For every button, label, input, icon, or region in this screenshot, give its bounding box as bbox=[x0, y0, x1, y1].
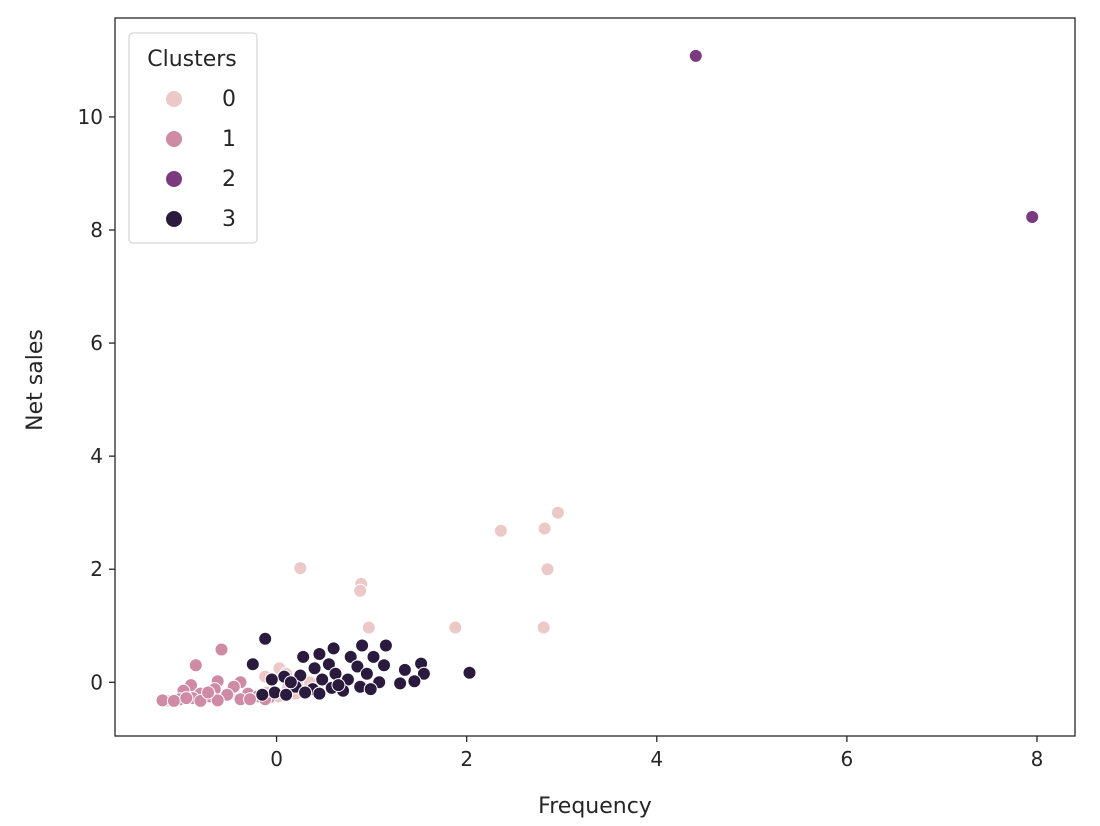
data-point-cluster-0 bbox=[353, 583, 368, 598]
data-point-cluster-0 bbox=[293, 561, 308, 576]
legend-label-2: 2 bbox=[222, 167, 236, 192]
legend-entries: 0 1 2 3 bbox=[166, 87, 236, 232]
data-point-cluster-3 bbox=[258, 631, 273, 646]
x-tick-label: 6 bbox=[841, 747, 854, 771]
data-point-cluster-3 bbox=[462, 665, 477, 680]
data-point-cluster-3 bbox=[312, 647, 327, 661]
legend-marker-2 bbox=[166, 171, 182, 187]
data-point-cluster-1 bbox=[188, 658, 203, 673]
data-point-cluster-3 bbox=[312, 686, 327, 701]
data-point-cluster-0 bbox=[493, 523, 508, 538]
data-point-cluster-3 bbox=[366, 649, 381, 664]
data-point-cluster-3 bbox=[377, 658, 391, 673]
data-points bbox=[155, 48, 1040, 708]
y-tick-label: 2 bbox=[90, 557, 103, 581]
data-point-cluster-3 bbox=[326, 641, 341, 656]
data-point-cluster-3 bbox=[307, 661, 322, 676]
legend-marker-3 bbox=[166, 211, 182, 227]
data-point-cluster-1 bbox=[201, 685, 216, 700]
data-point-cluster-0 bbox=[536, 620, 551, 635]
legend-marker-0 bbox=[166, 91, 182, 107]
legend-marker-1 bbox=[166, 131, 182, 147]
data-point-cluster-3 bbox=[267, 685, 282, 700]
data-point-cluster-3 bbox=[407, 674, 422, 689]
x-tick-label: 4 bbox=[650, 747, 663, 771]
data-point-cluster-1 bbox=[166, 693, 181, 708]
data-point-cluster-0 bbox=[361, 620, 376, 635]
x-axis-label: Frequency bbox=[538, 794, 652, 819]
axes-frame bbox=[114, 17, 1076, 737]
data-point-cluster-3 bbox=[298, 685, 313, 700]
data-point-cluster-1 bbox=[210, 693, 225, 708]
legend-label-1: 1 bbox=[222, 127, 236, 152]
data-point-cluster-1 bbox=[243, 692, 257, 707]
data-point-cluster-3 bbox=[359, 666, 374, 681]
y-tick-label: 4 bbox=[90, 444, 103, 468]
data-point-cluster-1 bbox=[179, 691, 194, 706]
data-point-cluster-3 bbox=[321, 657, 336, 672]
x-axis: 0 2 4 6 8 bbox=[270, 736, 1043, 771]
data-point-cluster-3 bbox=[296, 649, 311, 664]
legend-title: Clusters bbox=[147, 47, 237, 72]
data-point-cluster-3 bbox=[264, 672, 279, 687]
data-point-cluster-3 bbox=[315, 672, 330, 687]
legend-box bbox=[128, 32, 258, 244]
data-point-cluster-3 bbox=[331, 678, 346, 693]
x-tick-label: 0 bbox=[270, 747, 283, 771]
data-point-cluster-3 bbox=[355, 638, 370, 653]
data-point-cluster-3 bbox=[350, 659, 365, 674]
data-point-cluster-3 bbox=[255, 687, 270, 702]
data-point-cluster-3 bbox=[363, 682, 378, 697]
data-point-cluster-0 bbox=[537, 521, 552, 536]
y-axis: 0 2 4 6 8 10 bbox=[78, 105, 115, 694]
x-tick-label: 2 bbox=[460, 747, 473, 771]
data-point-cluster-3 bbox=[343, 649, 358, 664]
y-tick-label: 8 bbox=[90, 218, 103, 242]
data-point-cluster-0 bbox=[540, 562, 555, 577]
data-point-cluster-2 bbox=[688, 48, 703, 63]
legend-label-0: 0 bbox=[222, 87, 236, 112]
y-tick-label: 6 bbox=[90, 331, 103, 355]
legend: Clusters 0 1 2 3 bbox=[128, 32, 258, 244]
data-point-cluster-3 bbox=[393, 676, 408, 691]
data-point-cluster-3 bbox=[283, 675, 298, 690]
y-tick-label: 0 bbox=[90, 670, 103, 694]
y-tick-label: 10 bbox=[78, 105, 103, 129]
x-tick-label: 8 bbox=[1031, 747, 1044, 771]
data-point-cluster-3 bbox=[416, 666, 431, 681]
y-axis-label: Net sales bbox=[23, 329, 48, 431]
data-point-cluster-3 bbox=[279, 687, 294, 702]
legend-label-3: 3 bbox=[222, 207, 236, 232]
data-point-cluster-0 bbox=[448, 620, 463, 635]
data-point-cluster-2 bbox=[1025, 210, 1040, 224]
data-point-cluster-1 bbox=[214, 642, 229, 657]
data-point-cluster-3 bbox=[397, 662, 412, 677]
data-point-cluster-3 bbox=[378, 638, 393, 653]
data-point-cluster-0 bbox=[550, 505, 565, 520]
data-point-cluster-3 bbox=[245, 657, 260, 672]
